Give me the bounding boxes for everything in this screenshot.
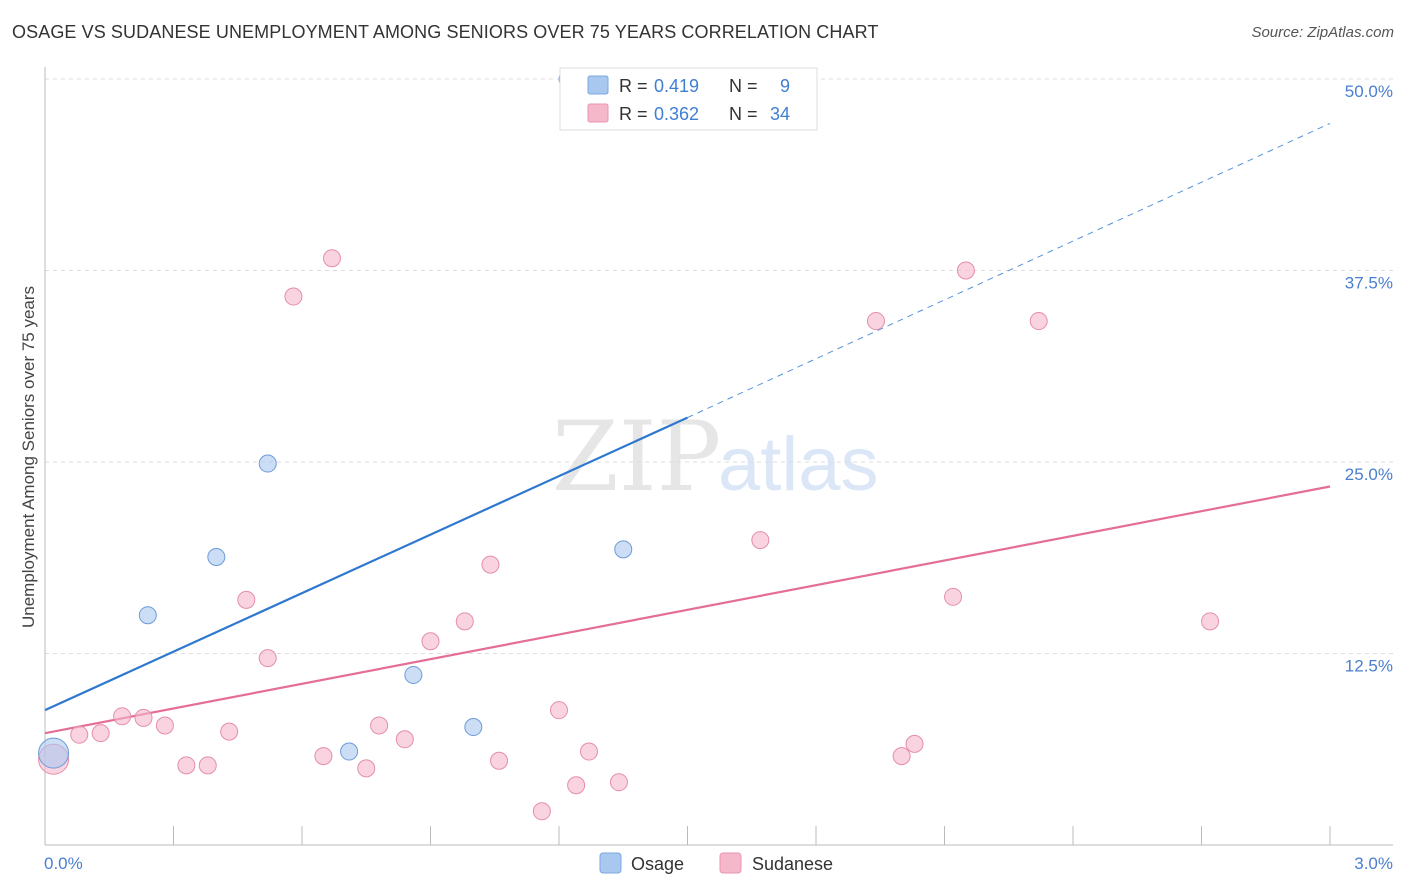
y-tick-label: 12.5% [1345,657,1393,676]
point-sudanese [155,716,174,735]
watermark-atlas: atlas [718,422,879,507]
point-sudanese [905,734,924,753]
point-sudanese [220,722,239,741]
point-sudanese [258,649,277,668]
legend-r-label-sudanese: R = [619,104,648,124]
legend-swatch-osage [587,75,609,95]
point-osage [614,540,633,559]
point-sudanese [284,287,303,306]
trend-line-osage-extension [687,122,1331,419]
chart-title: OSAGE VS SUDANESE UNEMPLOYMENT AMONG SEN… [12,22,879,42]
source-label: Source: ZipAtlas.com [1251,24,1394,41]
y-tick-label: 37.5% [1345,274,1393,293]
point-sudanese [550,701,568,720]
point-sudanese [579,742,598,761]
legend-r-value-osage: 0.419 [654,76,699,96]
point-sudanese [892,747,911,766]
y-tick-label: 50.0% [1345,82,1393,101]
legend-r-value-sudanese: 0.362 [654,104,699,124]
point-sudanese [113,707,132,726]
point-sudanese [177,756,196,775]
watermark-zip: ZIP [552,401,721,513]
point-osage [464,718,483,737]
point-osage [207,547,226,566]
point-osage [138,606,157,625]
data-points [38,70,1220,821]
y-tick-label: 25.0% [1345,465,1393,484]
point-sudanese [1029,312,1048,331]
point-sudanese [944,587,963,606]
point-sudanese [609,773,628,792]
point-sudanese [956,261,975,280]
gridlines [45,78,1393,654]
point-sudanese [322,249,341,268]
bottom-legend-label-osage: Osage [631,854,684,874]
point-sudanese [1201,612,1220,631]
x-tick-label-min: 0.0% [44,854,83,873]
bottom-legend-swatch-sudanese [719,852,742,874]
trend-line-osage [44,416,688,712]
point-sudanese [481,555,500,574]
point-sudanese [70,725,89,744]
point-osage [340,742,359,761]
trend-lines [44,122,1331,735]
point-sudanese [91,724,110,743]
point-osage [38,737,70,769]
point-sudanese [567,776,586,795]
point-sudanese [490,751,509,770]
point-sudanese [421,632,440,651]
legend-r-label-osage: R = [619,76,648,96]
point-sudanese [370,716,389,735]
series-legend: Osage Sudanese [599,852,833,874]
y-tick-labels: 12.5% 25.0% 37.5% 50.0% [1345,82,1393,676]
point-sudanese [134,708,153,727]
point-osage [404,665,423,684]
point-osage [258,454,277,473]
stats-legend: R = 0.419 N = 9 R = 0.362 N = 34 [559,67,818,131]
point-sudanese [866,312,885,331]
bottom-legend-label-sudanese: Sudanese [752,854,833,874]
point-sudanese [357,759,376,778]
legend-n-value-osage: 9 [780,76,790,96]
point-sudanese [532,802,551,821]
axes [44,67,1393,846]
bottom-legend-swatch-osage [599,852,622,874]
y-axis-label: Unemployment Among Seniors over 75 years [19,286,38,628]
legend-n-value-sudanese: 34 [770,104,790,124]
legend-swatch-sudanese [587,103,609,123]
trend-line-sudanese [44,485,1331,735]
point-sudanese [314,747,333,766]
legend-n-label-sudanese: N = [729,104,758,124]
x-tick-label-max: 3.0% [1354,854,1393,873]
point-sudanese [751,531,770,550]
legend-n-label-osage: N = [729,76,758,96]
point-sudanese [198,756,217,775]
point-sudanese [455,612,474,631]
point-sudanese [395,730,414,749]
point-sudanese [237,590,256,609]
